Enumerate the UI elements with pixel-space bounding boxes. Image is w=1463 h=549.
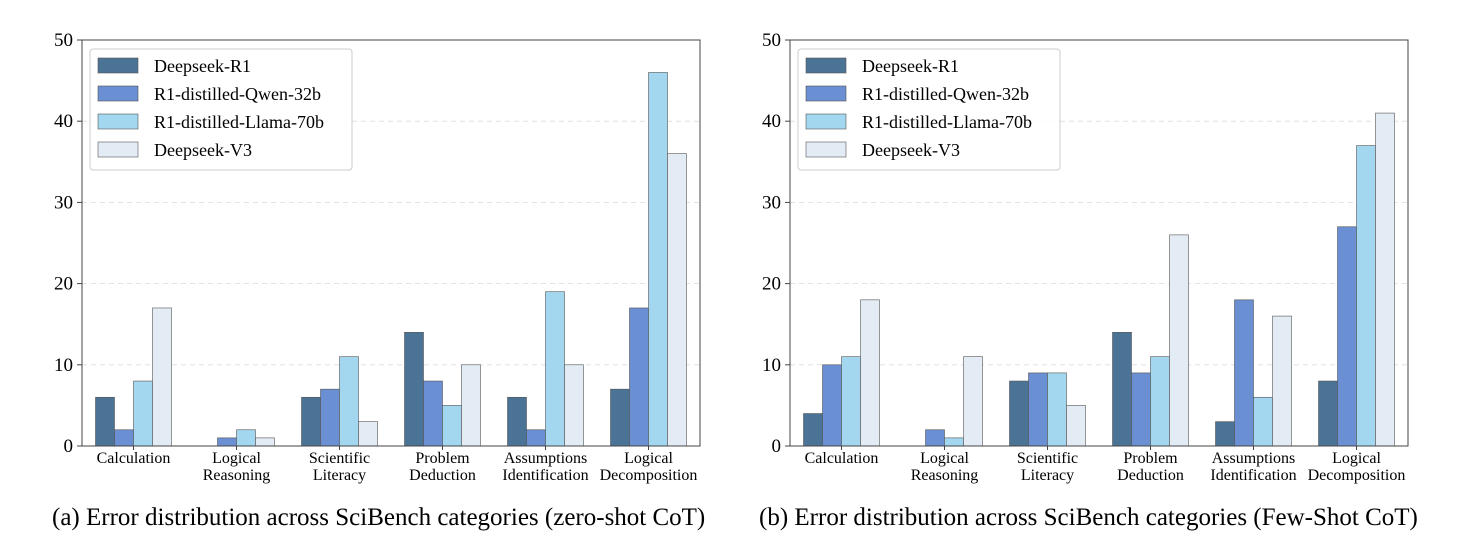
bar-chart-few-shot: 0 10 20 30 40 50 Calculation Logical Reasoning Sc… — [762, 30, 1409, 484]
legend-swatch — [805, 85, 847, 102]
bar — [822, 364, 842, 447]
x-tick-label: Calculation — [805, 450, 879, 467]
x-tick-label: Scientific Literacy — [309, 450, 370, 484]
legend-label: Deepseek-R1 — [862, 56, 959, 76]
bar — [507, 396, 527, 447]
y-tick-label: 10 — [54, 355, 73, 376]
bar — [925, 429, 945, 447]
bar — [1169, 234, 1189, 447]
legend-swatch — [805, 141, 847, 158]
bar — [217, 437, 237, 447]
legend-label: Deepseek-V3 — [154, 140, 252, 160]
x-tick-label: Logical Decomposition — [600, 450, 698, 484]
y-tick-label: 30 — [54, 192, 73, 213]
chart-panel-few-shot: 0 10 20 30 40 50 Calculation Logical Reasoning Sc… — [731, 0, 1462, 549]
legend-label: R1-distilled-Llama-70b — [862, 112, 1032, 132]
legend — [89, 48, 353, 171]
y-tick-label: 40 — [762, 111, 781, 132]
legend-swatch — [97, 141, 139, 158]
bar — [944, 437, 964, 447]
bar — [629, 307, 649, 447]
bar — [1112, 332, 1132, 447]
x-tick-label: Logical Reasoning — [203, 450, 271, 484]
bar — [358, 421, 378, 447]
y-tick-label: 10 — [762, 355, 781, 376]
bar — [1337, 226, 1357, 447]
legend-label: R1-distilled-Qwen-32b — [862, 84, 1029, 104]
bar — [526, 429, 546, 447]
y-tick-label: 50 — [762, 30, 781, 51]
legend-label: Deepseek-R1 — [154, 56, 251, 76]
bar — [255, 437, 275, 447]
bar — [564, 364, 584, 447]
bar — [841, 356, 861, 447]
bar — [1318, 380, 1338, 447]
y-tick-label: 0 — [772, 436, 782, 457]
x-tick-label: Assumptions Identification — [1210, 450, 1296, 484]
bar — [152, 307, 172, 447]
x-tick-label: Logical Decomposition — [1308, 450, 1406, 484]
y-tick-label: 40 — [54, 111, 73, 132]
plot-frame — [81, 39, 701, 447]
bar — [667, 153, 687, 447]
legend-label: Deepseek-V3 — [862, 140, 960, 160]
x-tick-label: Logical Reasoning — [911, 450, 979, 484]
bar — [1215, 421, 1235, 447]
x-tick-label: Assumptions Identification — [502, 450, 588, 484]
chart-panel-zero-shot: 0 10 20 30 40 50 Calculation Logical Reasoning Sc… — [0, 0, 731, 549]
bar — [236, 429, 256, 447]
bar — [860, 299, 880, 447]
y-tick-label: 20 — [54, 274, 73, 295]
x-tick-label: Problem Deduction — [1117, 450, 1184, 484]
bar — [610, 388, 630, 447]
legend-label: R1-distilled-Llama-70b — [154, 112, 324, 132]
legend-swatch — [805, 113, 847, 130]
y-tick-label: 20 — [762, 274, 781, 295]
bar — [1028, 372, 1048, 447]
bar — [1066, 405, 1086, 447]
y-tick-label: 0 — [64, 436, 74, 457]
legend-swatch — [97, 85, 139, 102]
bar — [1356, 145, 1376, 447]
bar — [442, 405, 462, 447]
bar — [339, 356, 359, 447]
bar — [648, 72, 668, 447]
bar — [301, 396, 321, 447]
bar-chart-zero-shot: 0 10 20 30 40 50 Calculation Logical Reasoning Sc… — [54, 30, 701, 484]
bar — [461, 364, 481, 447]
bar — [1234, 299, 1254, 447]
bar — [423, 380, 443, 447]
legend — [797, 48, 1061, 171]
x-tick-label: Scientific Literacy — [1017, 450, 1078, 484]
plot-frame — [789, 39, 1409, 447]
bar — [1253, 396, 1273, 447]
bar — [1047, 372, 1067, 447]
bar — [1272, 315, 1292, 447]
legend-swatch — [805, 57, 847, 74]
bar — [320, 388, 340, 447]
x-tick-label: Calculation — [97, 450, 171, 467]
chart-caption: (b) Error distribution across SciBench c… — [759, 504, 1418, 531]
bar — [803, 413, 823, 447]
bar — [1375, 112, 1395, 447]
bar — [114, 429, 134, 447]
bar — [95, 396, 115, 447]
chart-caption: (a) Error distribution across SciBench c… — [52, 504, 706, 531]
bar — [133, 380, 153, 447]
legend-swatch — [97, 57, 139, 74]
bar — [963, 356, 983, 447]
bar — [545, 291, 565, 447]
bar — [1009, 380, 1029, 447]
bar — [1150, 356, 1170, 447]
y-tick-label: 30 — [762, 192, 781, 213]
y-tick-label: 50 — [54, 30, 73, 51]
legend-label: R1-distilled-Qwen-32b — [154, 84, 321, 104]
bar — [404, 332, 424, 447]
legend-swatch — [97, 113, 139, 130]
bar — [1131, 372, 1151, 447]
x-tick-label: Problem Deduction — [409, 450, 476, 484]
